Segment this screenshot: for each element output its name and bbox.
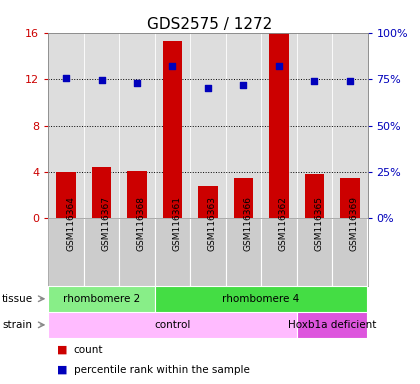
Bar	[297, 218, 332, 286]
Bar	[48, 218, 84, 286]
Text: strain: strain	[2, 320, 32, 330]
Bar	[226, 218, 261, 286]
Text: count: count	[74, 345, 103, 355]
Text: Hoxb1a deficient: Hoxb1a deficient	[288, 320, 376, 330]
Bar	[332, 218, 368, 286]
Bar	[234, 178, 253, 218]
Text: GSM116369: GSM116369	[350, 196, 359, 252]
Bar	[155, 218, 190, 286]
Bar	[48, 312, 297, 338]
Text: GSM116368: GSM116368	[137, 196, 146, 252]
Text: GSM116365: GSM116365	[314, 196, 323, 252]
Bar	[119, 218, 155, 286]
Point	[346, 78, 353, 84]
Bar	[155, 286, 368, 312]
Point	[134, 79, 140, 86]
Text: ■: ■	[57, 345, 67, 355]
Point	[311, 78, 318, 84]
Text: percentile rank within the sample: percentile rank within the sample	[74, 365, 249, 375]
Point	[276, 63, 282, 69]
Bar	[127, 171, 147, 218]
Text: GSM116366: GSM116366	[243, 196, 252, 252]
Bar	[190, 218, 226, 286]
Bar	[92, 167, 111, 218]
Text: control: control	[154, 320, 191, 330]
Point	[169, 63, 176, 70]
Text: GSM116364: GSM116364	[66, 197, 75, 251]
Text: GSM116362: GSM116362	[279, 197, 288, 251]
Text: ■: ■	[57, 365, 67, 375]
Point	[240, 82, 247, 88]
Point	[98, 77, 105, 83]
Point	[63, 75, 69, 81]
Bar	[56, 172, 76, 218]
Text: GSM116361: GSM116361	[173, 196, 181, 252]
Bar	[84, 218, 119, 286]
Text: rhombomere 2: rhombomere 2	[63, 294, 140, 304]
Bar	[304, 174, 324, 218]
Bar	[269, 33, 289, 218]
Point	[205, 85, 211, 91]
Text: rhombomere 4: rhombomere 4	[223, 294, 300, 304]
Bar	[198, 186, 218, 218]
Bar	[48, 286, 155, 312]
Text: GSM116363: GSM116363	[208, 196, 217, 252]
Text: tissue: tissue	[2, 294, 33, 304]
Bar	[163, 41, 182, 218]
Text: GDS2575 / 1272: GDS2575 / 1272	[147, 17, 273, 32]
Bar	[340, 178, 360, 218]
Text: GSM116367: GSM116367	[102, 196, 110, 252]
Bar	[297, 312, 368, 338]
Bar	[261, 218, 297, 286]
